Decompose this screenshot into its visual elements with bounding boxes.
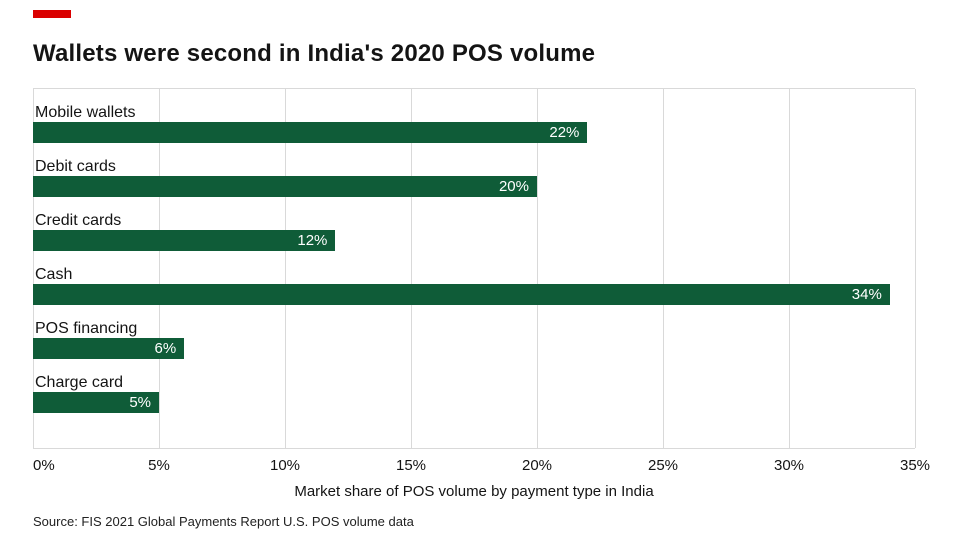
x-axis-label: Market share of POS volume by payment ty…	[294, 483, 654, 500]
bar-category-label: Cash	[35, 266, 73, 283]
bar: 34%	[33, 284, 890, 305]
bar-value-label: 5%	[129, 394, 151, 411]
gridline	[285, 89, 286, 448]
bar: 20%	[33, 176, 537, 197]
gridline	[33, 89, 34, 448]
bar: 5%	[33, 392, 159, 413]
gridline	[537, 89, 538, 448]
gridline	[159, 89, 160, 448]
bar: 22%	[33, 122, 588, 143]
plot-area: 0% 5% 10% 15% 20% 25% 30% 35% Mobile wallets 22% D…	[33, 88, 930, 474]
gridline	[915, 89, 916, 448]
bar-value-label: 22%	[549, 124, 580, 141]
gridline	[411, 89, 412, 448]
bar-category-label: POS financing	[35, 320, 138, 337]
accent-bar	[33, 10, 71, 18]
source-note: Source: FIS 2021 Global Payments Report …	[33, 514, 414, 529]
bar: 6%	[33, 338, 185, 359]
x-tick-label: 25%	[647, 457, 679, 474]
bar-category-label: Credit cards	[35, 212, 122, 229]
bar-category-label: Mobile wallets	[35, 104, 136, 121]
bar: 12%	[33, 230, 336, 251]
bar-value-label: 12%	[297, 232, 328, 249]
x-tick-label: 0%	[33, 457, 55, 474]
chart-title: Wallets were second in India's 2020 POS …	[33, 40, 596, 67]
x-tick-label: 5%	[148, 457, 170, 474]
bar-category-label: Debit cards	[35, 158, 116, 175]
bar-category-label: Charge card	[35, 374, 124, 391]
gridline	[789, 89, 790, 448]
x-tick-label: 35%	[899, 457, 931, 474]
bar-value-label: 34%	[851, 286, 882, 303]
bar-value-label: 6%	[154, 340, 177, 357]
x-tick-label: 20%	[521, 457, 553, 474]
gridline	[663, 89, 664, 448]
x-tick-label: 10%	[269, 457, 301, 474]
x-tick-label: 30%	[773, 457, 805, 474]
bar-value-label: 20%	[498, 178, 529, 195]
x-tick-label: 15%	[395, 457, 427, 474]
